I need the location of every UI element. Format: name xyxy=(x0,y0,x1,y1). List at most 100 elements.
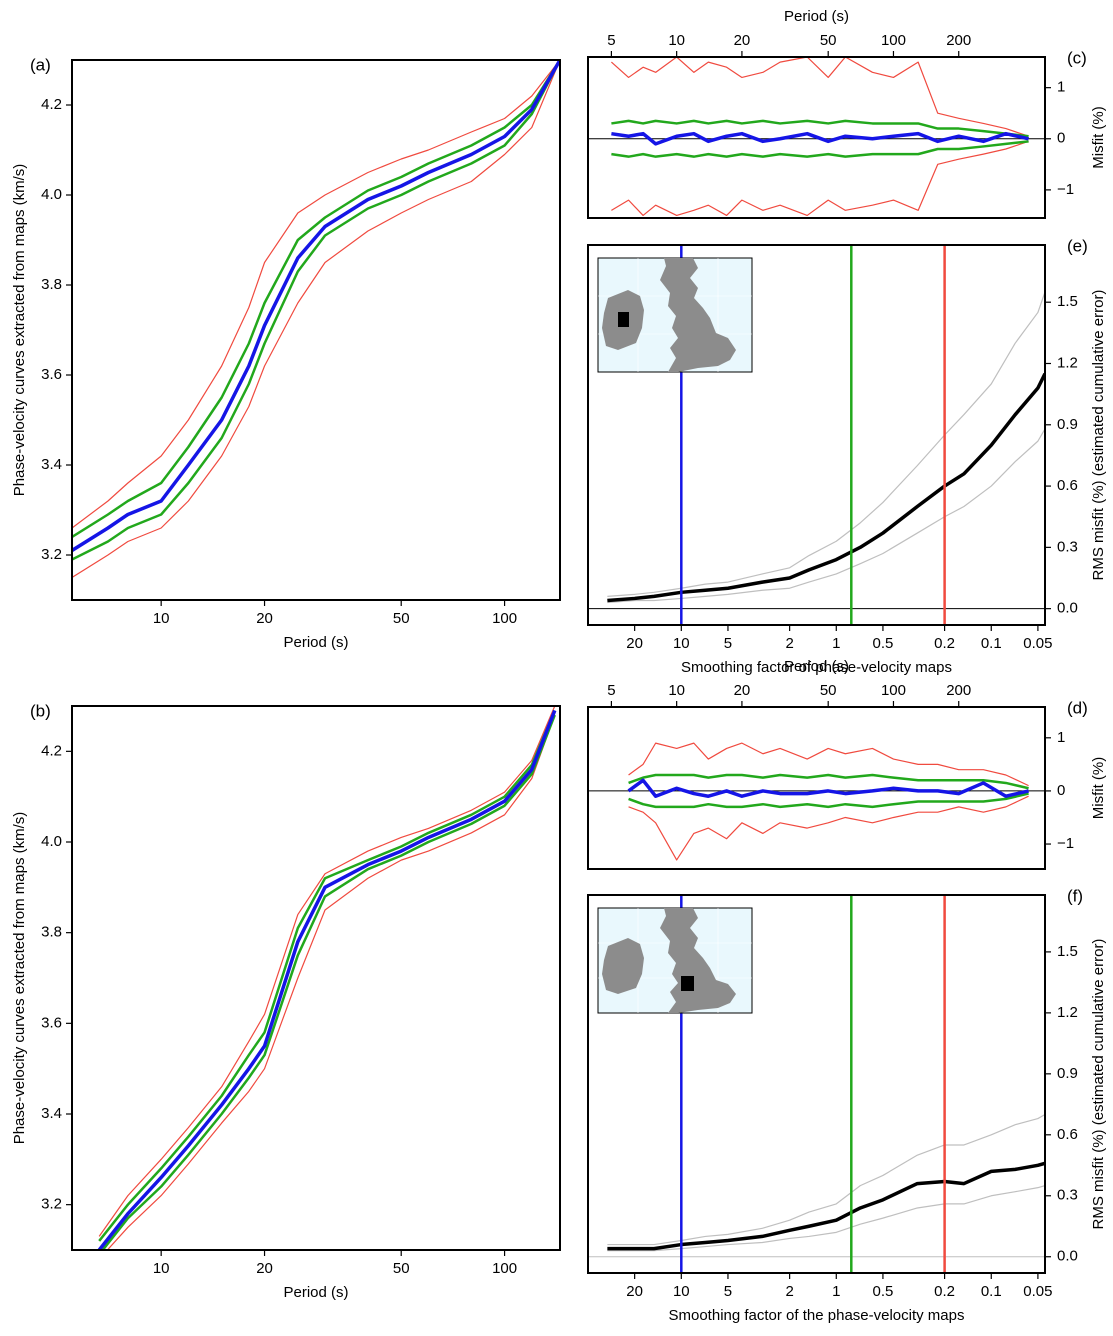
y-tick-label: 0.9 xyxy=(1057,416,1078,433)
x-tick-label: 200 xyxy=(946,32,971,49)
y-tick-label: 3.4 xyxy=(41,1105,62,1122)
x-tick-label: 100 xyxy=(881,32,906,49)
plot-frame xyxy=(587,706,1046,870)
series-line xyxy=(611,140,1029,158)
series-line xyxy=(101,714,556,1250)
x-tick-label: 20 xyxy=(256,1260,273,1277)
x-tick-label: 20 xyxy=(734,32,751,49)
y-tick-label: −1 xyxy=(1057,181,1074,198)
x-tick-label: 0.5 xyxy=(873,635,894,652)
y-tick-label: 4.0 xyxy=(41,833,62,850)
x-tick-label: 0.5 xyxy=(873,1283,894,1300)
series-line xyxy=(72,60,560,561)
inset-britain xyxy=(660,908,736,1013)
plot-frame xyxy=(587,244,1046,626)
x-tick-label: 0.2 xyxy=(934,635,955,652)
y-axis-label: Misfit (%) xyxy=(1090,757,1107,820)
plot-area xyxy=(588,742,1045,861)
panel-label: (f) xyxy=(1067,886,1083,905)
plot-area xyxy=(588,57,1045,217)
x-tick-label: 10 xyxy=(153,1260,170,1277)
series-line xyxy=(611,131,1029,146)
series-line xyxy=(628,742,1029,787)
plot-area xyxy=(588,895,1045,1273)
y-tick-label: 0.3 xyxy=(1057,1187,1078,1204)
x-tick-label: 1 xyxy=(832,1283,840,1300)
y-axis-label: RMS misfit (%) (estimated cumulative err… xyxy=(1090,939,1107,1230)
panel: 20 10 5 2 1 0.5 0.2 0.1 0.05 Smoothing factor of … xyxy=(587,886,1107,1324)
y-tick-label: 4.2 xyxy=(41,742,62,759)
series-line xyxy=(611,140,1029,217)
panel-label: (b) xyxy=(30,701,51,720)
series-line xyxy=(607,372,1045,603)
x-tick-label: 100 xyxy=(492,610,517,627)
panel: 10 20 50 100 Period (s) 3.2 3.4 3.6 3.8 4.0 4.2 Pha… xyxy=(11,701,561,1301)
y-tick-label: 1.2 xyxy=(1057,1004,1078,1021)
x-tick-label: 50 xyxy=(820,682,837,699)
x-tick-label: 10 xyxy=(673,635,690,652)
plot-frame xyxy=(71,59,561,601)
x-tick-label: 20 xyxy=(626,635,643,652)
x-tick-label: 1 xyxy=(832,635,840,652)
y-tick-label: 0.0 xyxy=(1057,600,1078,617)
series-line xyxy=(607,1185,1045,1252)
y-tick-label: 4.2 xyxy=(41,96,62,113)
series-line xyxy=(607,1161,1045,1251)
y-tick-label: 1.5 xyxy=(1057,943,1078,960)
y-tick-label: 4.0 xyxy=(41,186,62,203)
x-tick-label: 50 xyxy=(393,610,410,627)
plot-frame xyxy=(587,56,1046,219)
plot-frame xyxy=(587,894,1046,1274)
series-line xyxy=(628,795,1029,861)
x-tick-label: 0.05 xyxy=(1023,635,1052,652)
x-tick-label: 100 xyxy=(881,682,906,699)
series-line xyxy=(98,710,556,1242)
series-line xyxy=(628,773,1029,790)
panel-label: (e) xyxy=(1067,236,1088,255)
x-axis-label: Smoothing factor of the phase-velocity m… xyxy=(669,1307,965,1324)
series-line xyxy=(611,119,1029,138)
x-tick-label: 5 xyxy=(724,1283,732,1300)
x-tick-label: 0.2 xyxy=(934,1283,955,1300)
y-tick-label: 3.8 xyxy=(41,276,62,293)
y-tick-label: 0.6 xyxy=(1057,1126,1078,1143)
plot-frame xyxy=(71,705,561,1251)
x-tick-label: 100 xyxy=(492,1260,517,1277)
y-tick-label: 0.9 xyxy=(1057,1065,1078,1082)
y-tick-label: 0.6 xyxy=(1057,477,1078,494)
panel: 5 10 20 50 100 200 Period (s) −1 0 1 Misfit (%) (d) xyxy=(587,658,1107,870)
y-tick-label: 1.5 xyxy=(1057,293,1078,310)
y-tick-label: 3.4 xyxy=(41,456,62,473)
inset-map xyxy=(597,257,753,373)
y-tick-label: 3.6 xyxy=(41,366,62,383)
x-tick-label: 2 xyxy=(785,1283,793,1300)
inset-region xyxy=(681,976,694,991)
y-tick-label: 3.6 xyxy=(41,1014,62,1031)
plot-area xyxy=(588,245,1045,625)
series-line xyxy=(98,706,556,1237)
y-axis-label: Phase-velocity curves extracted from map… xyxy=(11,812,28,1145)
y-tick-label: 3.8 xyxy=(41,924,62,941)
x-axis-label: Smoothing factor of phase-velocity maps xyxy=(681,659,952,676)
x-tick-label: 2 xyxy=(785,635,793,652)
series-line xyxy=(607,428,1045,604)
series-line xyxy=(72,60,560,529)
x-tick-label: 10 xyxy=(668,32,685,49)
x-tick-label: 20 xyxy=(256,610,273,627)
x-tick-label: 0.1 xyxy=(981,635,1002,652)
y-tick-label: 1 xyxy=(1057,729,1065,746)
y-tick-label: 1 xyxy=(1057,79,1065,96)
panel: 20 10 5 2 1 0.5 0.2 0.1 0.05 Smoothing factor of … xyxy=(587,236,1107,676)
x-tick-label: 5 xyxy=(607,32,615,49)
x-tick-label: 200 xyxy=(946,682,971,699)
inset-map xyxy=(597,907,753,1014)
series-line xyxy=(610,57,1029,137)
series-line xyxy=(628,792,1029,809)
panel-label: (d) xyxy=(1067,698,1088,717)
y-tick-label: 1.2 xyxy=(1057,354,1078,371)
panel: 10 20 50 100 Period (s) 3.2 3.4 3.6 3.8 4.0 4.2 Pha… xyxy=(11,55,561,651)
series-line xyxy=(106,714,556,1250)
panel-label: (c) xyxy=(1067,48,1087,67)
series-line xyxy=(627,778,1029,798)
